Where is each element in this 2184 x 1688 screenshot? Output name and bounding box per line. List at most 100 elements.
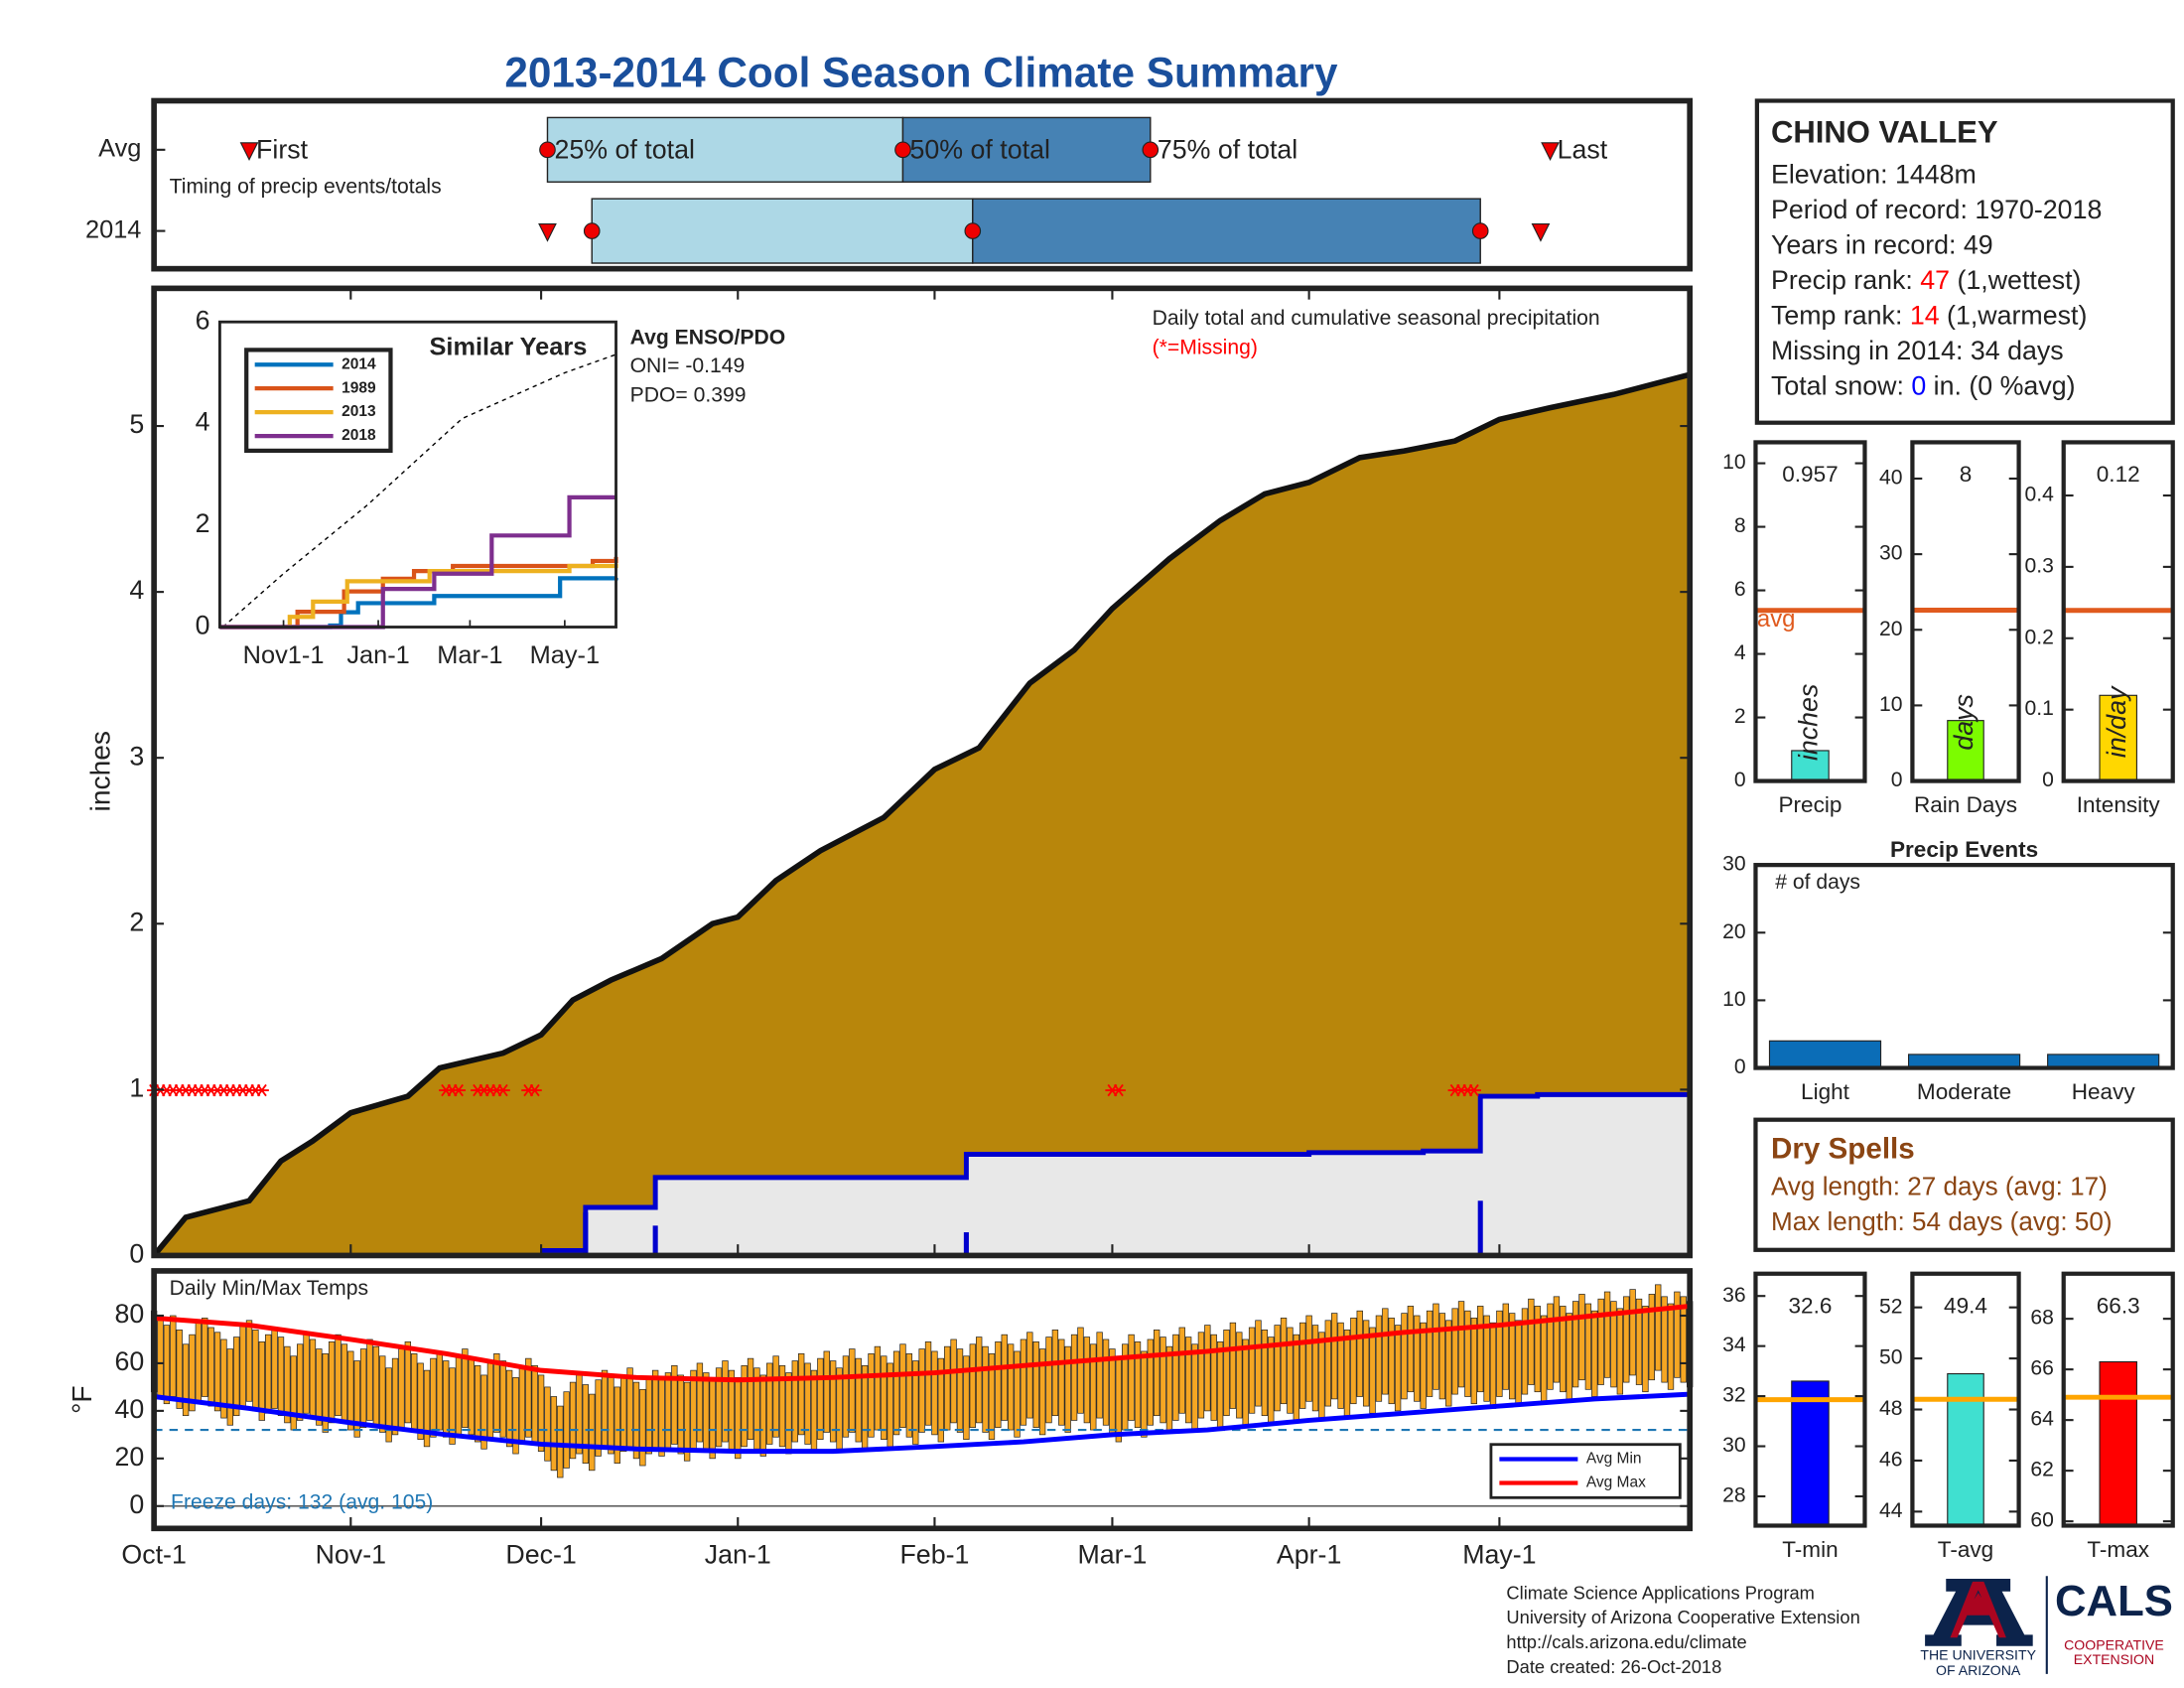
temp-range-bar	[1216, 1341, 1224, 1429]
panel-title: Daily total and cumulative seasonal prec…	[1153, 307, 1600, 330]
timing-bar	[901, 116, 1152, 183]
value-label: 66.3	[2097, 1294, 2140, 1319]
marker-label: Last	[1558, 134, 1608, 164]
temp-range-bar	[1667, 1303, 1675, 1390]
temp-range-bar	[1426, 1310, 1433, 1397]
temp-range-bar	[842, 1355, 850, 1438]
temp-range-bar	[1311, 1325, 1319, 1412]
total-marker	[1142, 141, 1160, 159]
temp-range-bar	[1102, 1338, 1110, 1426]
x-tick-label: Jan-1	[705, 1540, 771, 1570]
temp-range-bar	[982, 1345, 989, 1433]
temp-range-bar	[512, 1376, 519, 1455]
y-tick-label: 28	[1722, 1484, 1746, 1507]
temp-range-bar	[924, 1341, 932, 1426]
university-name: OF ARIZONA	[1936, 1662, 2021, 1678]
temp-range-bar	[651, 1369, 659, 1450]
temp-range-bar	[563, 1391, 570, 1469]
temp-range-bar	[1268, 1336, 1275, 1424]
temp-range-bar	[1141, 1350, 1148, 1438]
y-tick-label: 10	[1722, 988, 1746, 1011]
temp-range-bar	[1096, 1332, 1103, 1419]
station-name: CHINO VALLEY	[1771, 115, 1998, 150]
temp-range-bar	[1070, 1334, 1078, 1421]
temp-range-bar	[366, 1338, 373, 1421]
temp-range-bar	[582, 1384, 590, 1464]
axes-frame	[218, 320, 617, 629]
marker-label: 50% of total	[910, 134, 1050, 164]
bar	[2099, 694, 2137, 782]
temp-range-bar	[182, 1343, 190, 1417]
temp-range-bar	[1635, 1298, 1643, 1385]
temp-range-bar	[1489, 1322, 1497, 1409]
temp-range-bar	[391, 1357, 399, 1436]
footer-line: University of Arizona Cooperative Extens…	[1506, 1607, 1859, 1627]
temp-range-bar	[677, 1374, 684, 1455]
temp-range-bar	[1610, 1301, 1617, 1388]
annotation-line: ONI= -0.149	[630, 354, 746, 377]
temp-range-bar	[912, 1360, 919, 1445]
temp-range-bar	[202, 1318, 208, 1397]
temp-range-bar	[1274, 1325, 1281, 1412]
temp-range-bar	[1299, 1322, 1306, 1409]
temp-range-bar	[525, 1357, 532, 1438]
annotation-title: Avg ENSO/PDO	[630, 327, 786, 350]
temp-range-bar	[645, 1376, 652, 1455]
x-tick-label: Dec-1	[505, 1540, 576, 1570]
temp-range-bar	[1414, 1315, 1421, 1402]
temp-range-bar	[715, 1367, 723, 1448]
temp-range-bar	[614, 1386, 620, 1464]
axes-frame	[1753, 1117, 2175, 1252]
temp-range-bar	[462, 1348, 469, 1429]
station-text: Temp rank:	[1771, 301, 1910, 331]
temp-range-bar	[1223, 1330, 1230, 1417]
total-marker	[1471, 222, 1489, 239]
temp-range-bar	[1433, 1303, 1439, 1390]
temp-range-bar	[658, 1379, 665, 1457]
missing-marker	[451, 1083, 467, 1097]
x-axis-label: Rain Days	[1914, 792, 2017, 817]
y-tick-label: 48	[1879, 1397, 1903, 1420]
temp-range-bar	[671, 1364, 678, 1445]
temp-range-bar	[309, 1338, 317, 1419]
temp-range-bar	[620, 1374, 627, 1452]
temp-range-bar	[766, 1362, 773, 1445]
y-tick-label: 44	[1879, 1499, 1903, 1522]
station-text: Missing in 2014: 34 days	[1771, 336, 2064, 365]
temp-range-bar	[798, 1353, 805, 1436]
temp-range-bar	[778, 1364, 786, 1448]
temp-range-bar	[1020, 1338, 1027, 1426]
y-tick-label: 0	[129, 1239, 144, 1269]
y-tick-label: 0	[2042, 769, 2054, 791]
temp-range-bar	[1261, 1330, 1269, 1417]
x-tick-label: Heavy	[2072, 1079, 2136, 1104]
y-tick-label: 8	[1734, 514, 1746, 537]
x-tick-label: Feb-1	[899, 1540, 969, 1570]
temp-range-bar	[1648, 1294, 1655, 1381]
temp-range-bar	[1210, 1334, 1217, 1421]
unit-label: days	[1949, 694, 1979, 751]
temp-range-bar	[449, 1367, 456, 1445]
temp-range-bar	[1356, 1310, 1363, 1397]
x-tick-label: Oct-1	[121, 1540, 186, 1570]
event-marker	[239, 142, 259, 161]
temp-range-bar	[226, 1348, 234, 1426]
temp-range-bar	[207, 1327, 214, 1407]
temp-range-bar	[1064, 1345, 1071, 1433]
x-tick-label: Light	[1801, 1079, 1850, 1104]
y-tick-label: 0.3	[2024, 554, 2053, 577]
temp-range-bar	[1032, 1341, 1039, 1429]
station-text: Elevation: 1448m	[1771, 160, 1977, 190]
university-logo-inner	[1950, 1581, 2006, 1638]
y-tick-label: 3	[129, 741, 144, 771]
temp-range-bar	[1578, 1294, 1585, 1381]
station-text: Period of record: 1970-2018	[1771, 195, 2102, 224]
temp-range-bar	[1324, 1320, 1331, 1407]
legend-box	[1489, 1443, 1682, 1499]
temp-range-bar	[1083, 1336, 1091, 1424]
y-tick-label: 0	[1891, 769, 1903, 791]
y-tick-label: 20	[1722, 920, 1746, 943]
temp-range-bar	[296, 1343, 304, 1421]
